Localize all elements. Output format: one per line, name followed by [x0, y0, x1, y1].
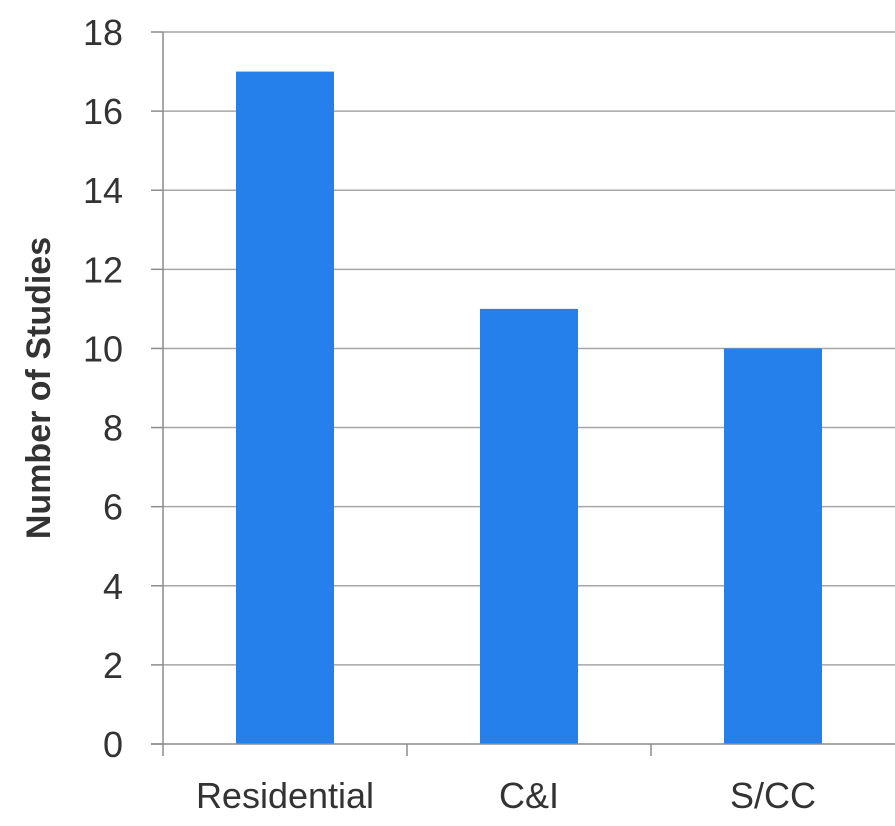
bar-c-i	[480, 308, 578, 744]
y-tick-label: 8	[103, 408, 123, 449]
bar-residential	[236, 71, 334, 745]
axis-layer	[151, 31, 895, 756]
x-category-label: S/CC	[730, 775, 816, 816]
y-tick-label: 12	[83, 249, 123, 290]
y-tick-label: 6	[103, 487, 123, 528]
y-tick-label: 18	[83, 12, 123, 53]
y-tick-label: 4	[103, 566, 123, 607]
y-tick-label: 10	[83, 328, 123, 369]
label-layer: 0 2 4 6 8 10 12 14 16 18 Residential C&I S/CC	[83, 12, 816, 816]
bar-layer	[236, 71, 822, 745]
x-category-label: Residential	[196, 775, 374, 816]
x-category-label: C&I	[499, 775, 559, 816]
y-axis-title: Number of Studies	[20, 237, 58, 539]
bar-s-cc	[724, 348, 822, 744]
y-tick-label: 0	[103, 724, 123, 765]
y-tick-label: 2	[103, 645, 123, 686]
y-tick-label: 16	[83, 91, 123, 132]
y-tick-label: 14	[83, 170, 123, 211]
